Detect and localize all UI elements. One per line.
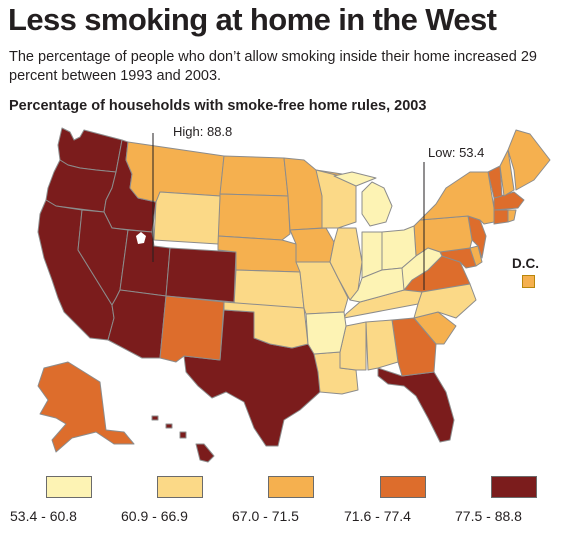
map-subhead: Percentage of households with smoke-free… <box>9 98 427 114</box>
subtitle-line-1: The percentage of people who don’t allow… <box>9 49 537 65</box>
legend-swatch <box>46 476 92 498</box>
state-wyoming <box>153 191 221 245</box>
state-west-virginia <box>401 247 443 291</box>
state-arizona <box>107 289 167 359</box>
legend-item: 67.0 - 71.5 <box>232 476 342 524</box>
state-new-hampshire <box>499 149 515 197</box>
legend-label: 60.9 - 66.9 <box>121 508 188 524</box>
legend-item: 71.6 - 77.4 <box>344 476 454 524</box>
state-rhode-island <box>507 209 517 223</box>
state-alabama <box>365 319 399 371</box>
state-colorado <box>165 247 237 303</box>
state-alaska <box>37 361 135 453</box>
legend-label: 53.4 - 60.8 <box>10 508 77 524</box>
subtitle-line-2: percent between 1993 and 2003. <box>9 68 222 84</box>
legend-label: 77.5 - 88.8 <box>455 508 522 524</box>
dc-leader-line <box>505 264 512 268</box>
state-oklahoma <box>223 301 309 349</box>
legend-swatch <box>491 476 537 498</box>
state-new-mexico <box>159 295 225 363</box>
page-title: Less smoking at home in the West <box>8 2 497 37</box>
state-kansas <box>233 269 305 309</box>
state-arkansas <box>305 311 347 355</box>
state-hawaii <box>151 415 215 463</box>
low-callout: Low: 53.4 <box>425 145 488 160</box>
state-connecticut <box>493 209 509 225</box>
dc-swatch <box>522 275 535 288</box>
high-callout: High: 88.8 <box>170 124 236 139</box>
state-north-carolina <box>413 283 477 319</box>
legend-item: 60.9 - 66.9 <box>121 476 231 524</box>
state-michigan <box>333 171 393 227</box>
state-delaware <box>469 245 483 267</box>
state-iowa <box>289 227 335 263</box>
dc-label: D.C. <box>512 256 539 271</box>
legend-item: 77.5 - 88.8 <box>455 476 565 524</box>
state-vermont <box>487 165 503 199</box>
legend-swatch <box>268 476 314 498</box>
legend-label: 67.0 - 71.5 <box>232 508 299 524</box>
state-florida <box>377 367 455 443</box>
great-salt-lake <box>136 232 146 244</box>
subtitle: The percentage of people who don’t allow… <box>9 48 569 86</box>
state-maine <box>507 129 551 191</box>
state-south-dakota <box>217 193 291 241</box>
legend-label: 71.6 - 77.4 <box>344 508 411 524</box>
legend-swatch <box>157 476 203 498</box>
legend-swatch <box>380 476 426 498</box>
state-new-york <box>419 171 495 225</box>
state-north-dakota <box>219 155 289 197</box>
legend-item: 53.4 - 60.8 <box>10 476 120 524</box>
